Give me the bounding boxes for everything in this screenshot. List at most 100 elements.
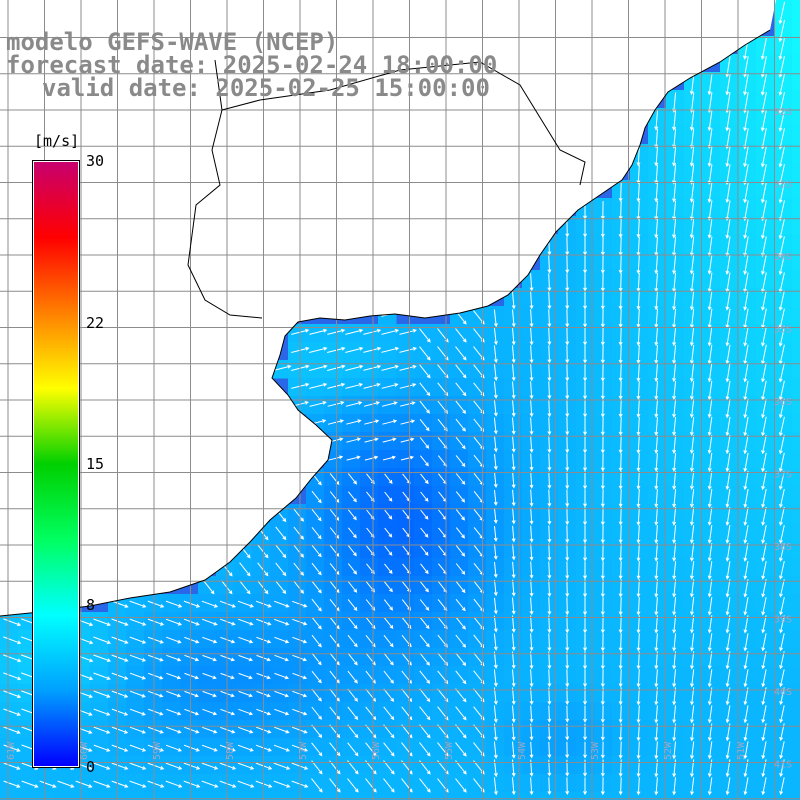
wind-arrow	[725, 56, 731, 78]
wind-arrow	[455, 346, 467, 361]
wind-arrow	[778, 91, 785, 114]
wind-arrow	[329, 688, 340, 702]
wind-arrow	[184, 654, 200, 662]
wind-cell	[792, 198, 800, 217]
wind-arrow	[455, 382, 467, 397]
wind-arrow	[3, 636, 22, 645]
wind-arrow	[311, 742, 323, 757]
wind-arrow	[618, 291, 623, 310]
wind-arrow	[636, 615, 641, 634]
wind-arrow	[654, 290, 659, 311]
wind-arrow	[511, 471, 516, 489]
wind-arrow	[583, 705, 588, 723]
forecast-date: forecast date: 2025-02-24 18:00:00	[6, 51, 498, 79]
wind-arrow	[707, 741, 713, 760]
wind-arrow	[493, 705, 498, 724]
wind-arrow	[165, 618, 182, 626]
wind-arrow	[600, 435, 605, 454]
wind-arrow	[636, 146, 641, 167]
wind-arrow	[725, 470, 731, 491]
wind-arrow	[473, 634, 485, 649]
wind-arrow	[672, 633, 677, 652]
wind-arrow	[654, 146, 659, 167]
wind-arrow	[778, 1, 786, 25]
wind-arrow	[384, 527, 393, 538]
wind-arrow	[618, 345, 623, 364]
valid-date: valid date: 2025-02-25 15:00:00	[42, 74, 490, 102]
lat-label: 39S	[774, 615, 792, 626]
wind-arrow	[672, 777, 677, 796]
wind-arrow	[547, 777, 552, 796]
wind-arrow	[329, 742, 341, 757]
wind-arrow	[779, 560, 785, 580]
wind-arrow	[311, 544, 322, 558]
wind-arrow	[707, 777, 713, 796]
wind-arrow	[455, 310, 467, 325]
wind-arrow	[547, 741, 552, 759]
wind-arrow	[600, 453, 605, 472]
wind-arrow	[707, 416, 713, 437]
wind-arrow	[600, 327, 605, 346]
wind-cell	[630, 792, 649, 800]
wind-arrow	[347, 742, 359, 757]
wind-arrow	[511, 561, 516, 579]
wind-arrow	[529, 633, 534, 652]
wind-arrow	[565, 507, 570, 526]
wind-arrow	[636, 543, 641, 562]
wind-cell	[324, 792, 343, 800]
wind-arrow	[707, 362, 713, 383]
wind-cell	[792, 72, 800, 91]
wind-arrow	[529, 435, 534, 454]
wind-arrow	[419, 382, 431, 397]
wind-arrow	[184, 672, 199, 680]
wind-arrow	[348, 545, 357, 557]
coast-line	[0, 29, 771, 617]
wind-arrow	[761, 741, 767, 760]
wind-cell	[540, 792, 559, 800]
wind-arrow	[419, 778, 431, 793]
wind-arrow	[778, 146, 785, 168]
wind-cell	[792, 414, 800, 433]
wind-arrow	[689, 74, 695, 96]
wind-arrow	[327, 364, 346, 371]
wind-arrow	[201, 744, 218, 752]
lon-label: 56W	[371, 741, 382, 760]
wind-arrow	[166, 636, 182, 644]
wind-arrow	[111, 708, 129, 716]
wind-arrow	[257, 544, 269, 559]
colorbar-tick-label: 22	[86, 313, 105, 332]
wind-arrow	[725, 561, 731, 580]
wind-arrow	[636, 453, 641, 472]
lat-label: 33S	[774, 180, 792, 191]
wind-arrow	[725, 380, 731, 401]
wind-arrow	[311, 472, 322, 486]
wind-arrow	[761, 669, 767, 688]
wind-arrow	[183, 618, 200, 626]
wind-arrow	[511, 507, 516, 525]
wind-arrow	[725, 705, 731, 724]
wind-arrow	[743, 182, 749, 204]
wind-arrow	[383, 778, 395, 793]
wind-arrow	[654, 525, 659, 544]
wind-arrow	[511, 381, 516, 400]
wind-arrow	[761, 506, 767, 526]
wind-arrow	[93, 744, 111, 752]
wind-arrow	[725, 182, 731, 204]
wind-arrow	[636, 399, 641, 418]
wind-arrow	[384, 509, 393, 520]
wind-cell	[306, 792, 325, 800]
wind-arrow	[743, 488, 749, 509]
wind-arrow	[778, 109, 785, 132]
wind-arrow	[689, 398, 695, 419]
wind-arrow	[636, 507, 641, 526]
wind-arrow	[493, 453, 498, 471]
wind-arrow	[672, 200, 677, 221]
wind-arrow	[329, 670, 340, 684]
wind-arrow	[583, 597, 588, 616]
wind-cell	[792, 180, 800, 199]
wind-arrow	[511, 309, 516, 328]
wind-arrow	[529, 489, 534, 507]
wind-arrow	[455, 634, 467, 648]
wind-cell	[432, 792, 451, 800]
wind-arrow	[311, 778, 323, 793]
